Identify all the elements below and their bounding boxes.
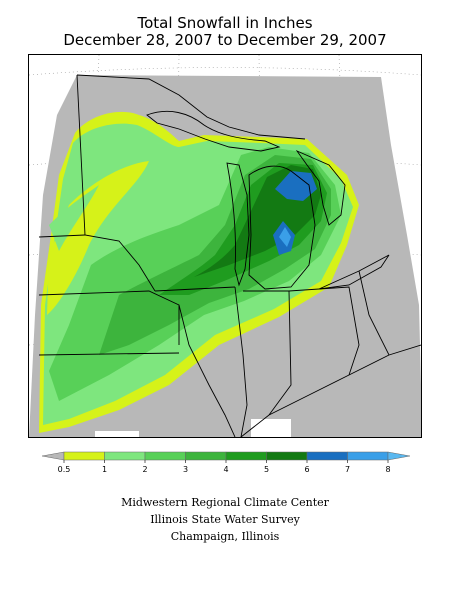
legend-swatch [387, 451, 411, 461]
boundaries [38, 74, 421, 437]
band-6-7-north [275, 171, 317, 201]
credit-center: Midwestern Regional Climate Center [121, 496, 329, 509]
legend-swatch [266, 451, 308, 461]
legend-label: 4 [223, 465, 228, 474]
legend-label: 0.5 [58, 465, 71, 474]
legend-label: 6 [304, 465, 309, 474]
legend-swatch [347, 451, 389, 461]
legend-swatch [63, 451, 105, 461]
legend-label: 1 [102, 465, 107, 474]
legend-swatch [306, 451, 348, 461]
legend-bar: 0.5 1 2 3 4 5 6 7 8 [41, 451, 411, 474]
legend-swatch [104, 451, 146, 461]
band-7-8 [279, 227, 291, 247]
map-canvas [29, 55, 421, 437]
legend-swatch [225, 451, 267, 461]
legend-label: 5 [264, 465, 269, 474]
legend-swatch [144, 451, 186, 461]
snowfall-legend: 0.5 1 2 3 4 5 6 7 8 [40, 450, 412, 476]
legend-swatch [185, 451, 227, 461]
no-data-2 [251, 419, 291, 437]
legend-label: 2 [142, 465, 147, 474]
legend-label: 7 [345, 465, 350, 474]
legend-swatch [41, 451, 65, 461]
snowfall-map [28, 54, 422, 438]
band-west-mid [49, 185, 99, 251]
legend-label: 8 [385, 465, 390, 474]
credit-location: Champaign, Illinois [170, 530, 280, 543]
band-west-low [47, 161, 149, 315]
map-title: Total Snowfall in Inches [137, 14, 313, 32]
map-date-range: December 28, 2007 to December 29, 2007 [63, 31, 387, 49]
no-data-1 [95, 431, 139, 437]
credit-survey: Illinois State Water Survey [150, 513, 300, 526]
legend-label: 3 [183, 465, 188, 474]
